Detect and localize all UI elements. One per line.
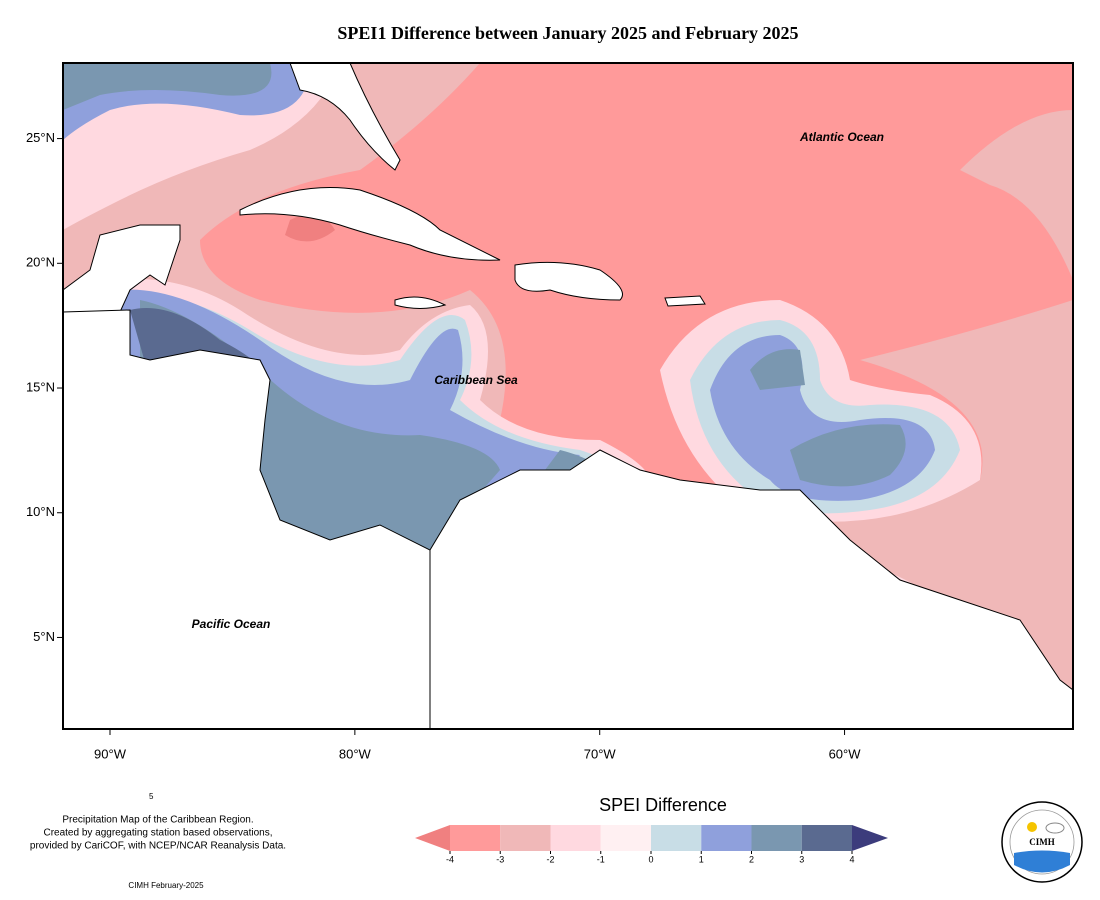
lat-tick-label: 15°N bbox=[26, 379, 55, 394]
colorbar-extend-high bbox=[852, 825, 888, 851]
land-yucatan bbox=[63, 224, 181, 313]
ocean-label: Pacific Ocean bbox=[192, 617, 271, 631]
logo-sun bbox=[1027, 822, 1037, 832]
colorbar-swatch bbox=[651, 825, 702, 851]
lon-tick-label: 70°W bbox=[584, 746, 617, 761]
colorbar-tick-label: -1 bbox=[597, 854, 605, 864]
lat-tick-label: 5°N bbox=[33, 629, 55, 644]
colorbar-tick-label: 1 bbox=[699, 854, 704, 864]
colorbar-tick-label: 4 bbox=[849, 854, 854, 864]
shading bbox=[63, 63, 1073, 729]
colorbar-swatch bbox=[751, 825, 802, 851]
colorbar-tick-label: 3 bbox=[799, 854, 804, 864]
colorbar-tick-label: 2 bbox=[749, 854, 754, 864]
colorbar-swatch bbox=[500, 825, 551, 851]
land-south-america bbox=[429, 449, 1073, 729]
note-marker: 5 bbox=[149, 792, 154, 801]
logo-inner-ring bbox=[1009, 809, 1075, 875]
colorbar-tick-label: -4 bbox=[446, 854, 454, 864]
note-line: provided by CariCOF, with NCEP/NCAR Rean… bbox=[30, 841, 286, 852]
legend-title: SPEI Difference bbox=[599, 795, 727, 815]
ocean-label: Caribbean Sea bbox=[434, 373, 518, 387]
lat-tick-label: 25°N bbox=[26, 130, 55, 145]
colorbar-swatch bbox=[701, 825, 752, 851]
logo: CIMH bbox=[1001, 801, 1083, 883]
plot-frame bbox=[62, 62, 1074, 730]
lon-tick-label: 60°W bbox=[829, 746, 862, 761]
shade-band bbox=[285, 214, 335, 242]
colorbar-swatch bbox=[801, 825, 852, 851]
map-title: SPEI1 Difference between January 2025 an… bbox=[337, 23, 798, 43]
note-line: Precipitation Map of the Caribbean Regio… bbox=[62, 815, 253, 826]
colorbar-swatch bbox=[600, 825, 651, 851]
land-florida bbox=[289, 63, 401, 171]
colorbar-tick-label: -3 bbox=[496, 854, 504, 864]
land-cuba bbox=[239, 187, 501, 261]
land-hispaniola bbox=[514, 261, 623, 301]
colorbar-swatch bbox=[450, 825, 501, 851]
shade-band bbox=[750, 349, 906, 487]
logo-name: CIMH bbox=[1029, 837, 1055, 847]
shade-band bbox=[960, 110, 1073, 280]
land-puerto-rico bbox=[664, 295, 706, 307]
logo-water bbox=[1014, 850, 1070, 873]
logo-cloud bbox=[1045, 822, 1065, 834]
lat-tick-label: 20°N bbox=[26, 255, 55, 270]
lat-tick-label: 10°N bbox=[26, 504, 55, 519]
lon-tick-label: 80°W bbox=[339, 746, 372, 761]
lon-tick-label: 90°W bbox=[94, 746, 127, 761]
colorbar-extend-low bbox=[415, 825, 450, 851]
note-line: Created by aggregating station based obs… bbox=[43, 828, 272, 839]
note-footer: CIMH February-2025 bbox=[128, 881, 204, 890]
land-jamaica bbox=[394, 296, 447, 309]
ocean-label: Atlantic Ocean bbox=[799, 130, 884, 144]
colorbar-tick-label: -2 bbox=[546, 854, 554, 864]
colorbar-swatch bbox=[550, 825, 601, 851]
shade-band bbox=[63, 63, 272, 110]
colorbar-tick-label: 0 bbox=[648, 854, 653, 864]
